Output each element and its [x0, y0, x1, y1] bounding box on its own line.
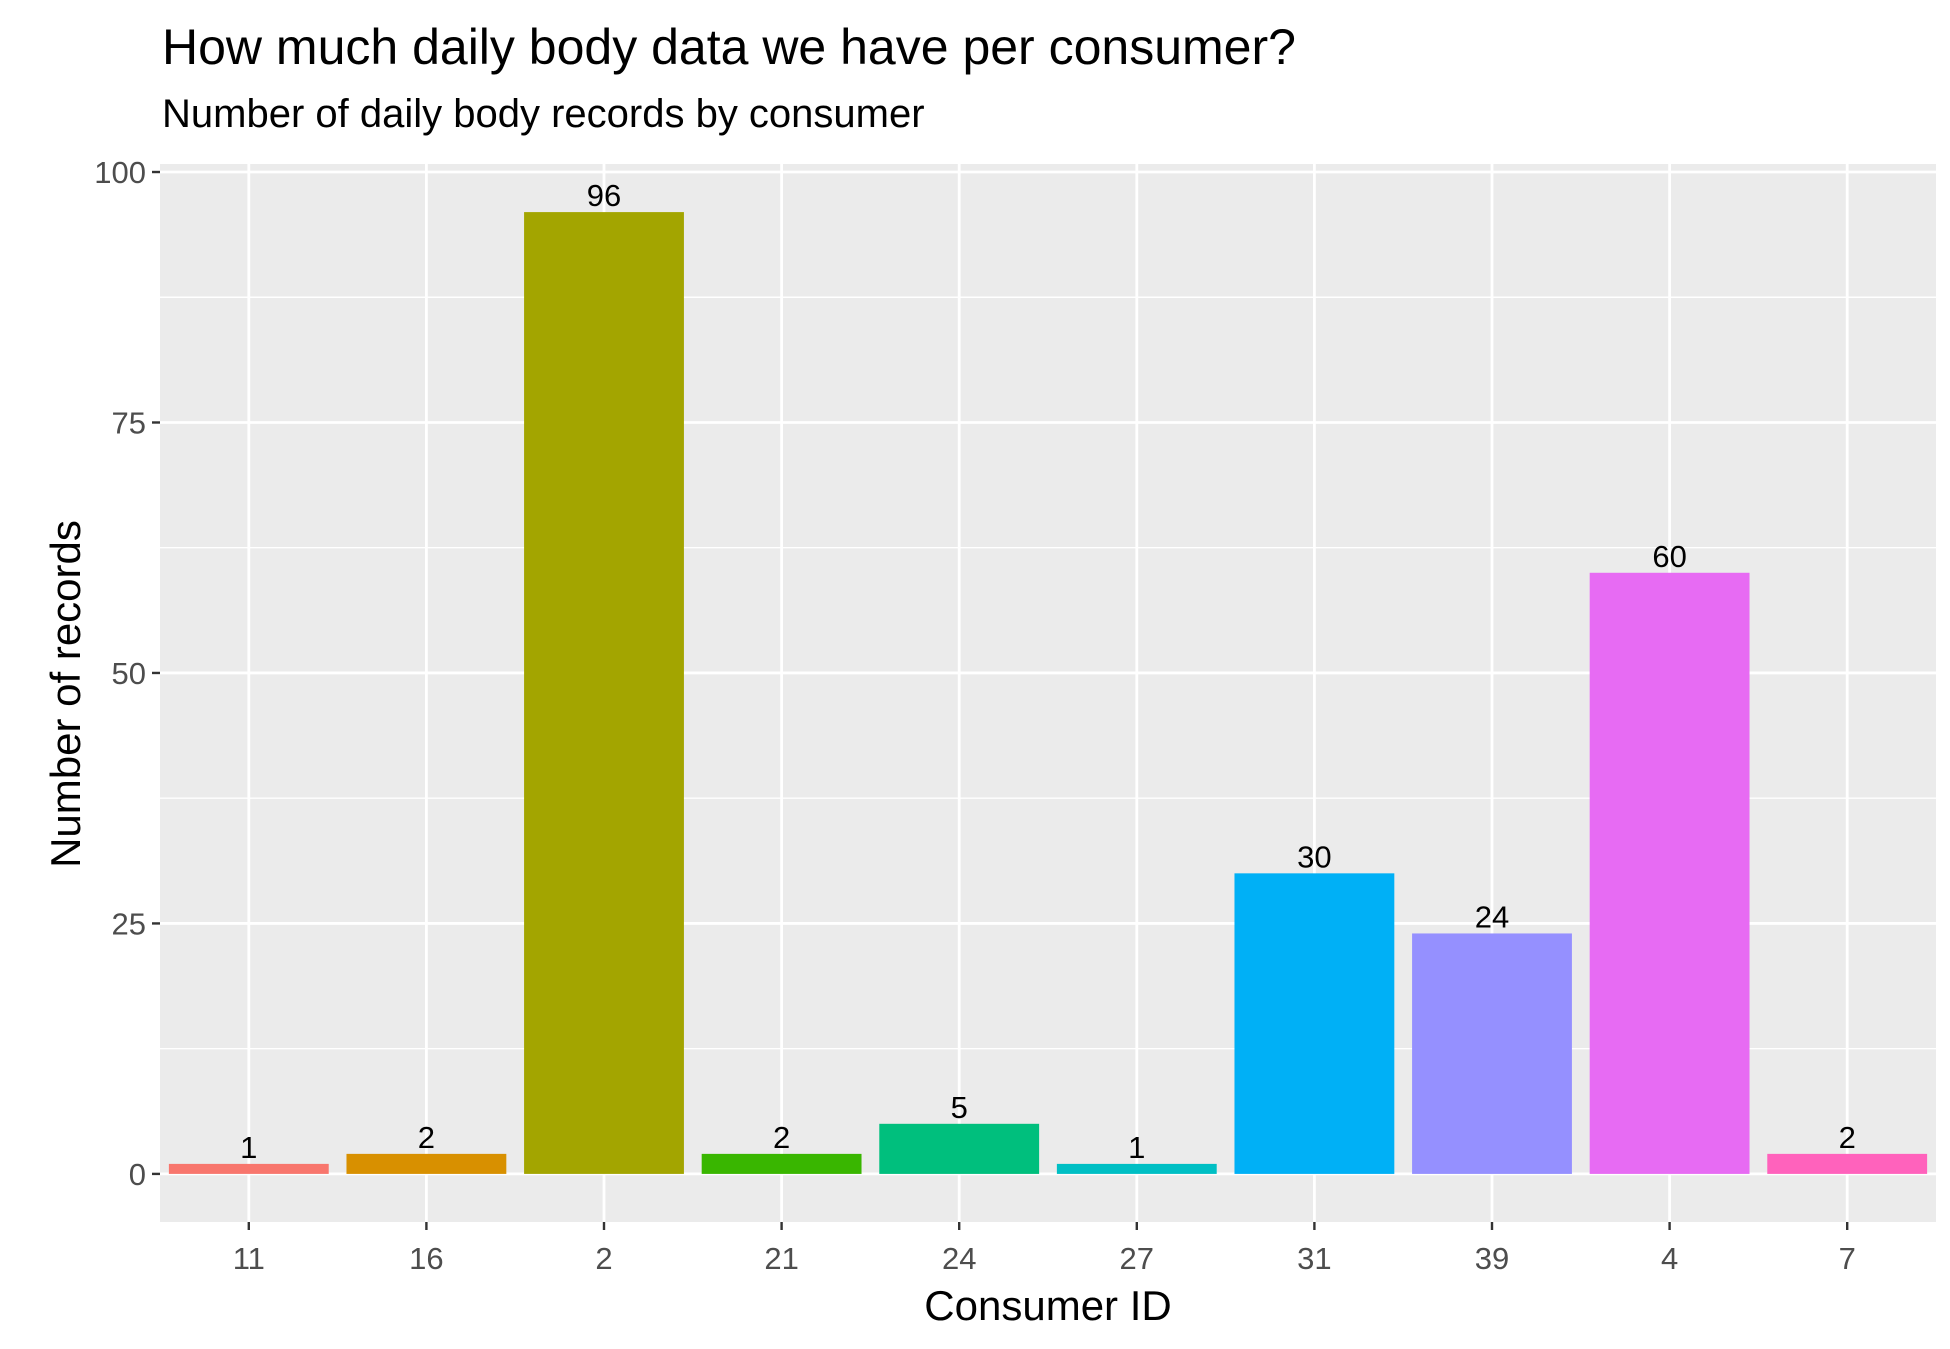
y-tick-label: 100	[94, 155, 146, 190]
bar-39	[1412, 933, 1572, 1174]
x-tick-label: 21	[764, 1241, 798, 1276]
y-tick-label: 75	[112, 405, 146, 440]
y-tick-label: 25	[112, 906, 146, 941]
bar-24	[879, 1123, 1040, 1174]
y-tick-label: 0	[129, 1157, 146, 1192]
bar-16	[346, 1153, 507, 1174]
data-label: 30	[1297, 839, 1331, 874]
x-tick-label: 24	[942, 1241, 976, 1276]
data-label: 96	[587, 178, 621, 213]
data-label: 2	[418, 1120, 435, 1155]
bar-4	[1589, 572, 1750, 1174]
chart-title: How much daily body data we have per con…	[162, 19, 1296, 75]
bar-7	[1767, 1153, 1928, 1174]
x-tick-label: 11	[233, 1241, 265, 1276]
data-label: 2	[773, 1120, 790, 1155]
bar-21	[701, 1153, 862, 1174]
x-tick-label: 4	[1661, 1241, 1678, 1276]
data-label: 1	[1128, 1130, 1145, 1165]
bar-27	[1056, 1163, 1217, 1174]
x-axis-label: Consumer ID	[924, 1282, 1172, 1329]
y-tick-label: 50	[112, 656, 146, 691]
chart-subtitle: Number of daily body records by consumer	[162, 92, 925, 136]
data-label: 1	[240, 1130, 257, 1165]
bar-11	[168, 1163, 329, 1174]
x-tick-label: 31	[1297, 1241, 1331, 1276]
bar-2	[524, 212, 684, 1174]
x-tick-label: 16	[409, 1241, 443, 1276]
y-axis-label: Number of records	[42, 520, 89, 868]
x-tick-label: 2	[595, 1241, 612, 1276]
data-label: 5	[951, 1090, 968, 1125]
data-label: 60	[1652, 539, 1686, 574]
x-tick-label: 39	[1475, 1241, 1509, 1276]
x-tick-label: 27	[1120, 1241, 1154, 1276]
data-label: 24	[1475, 899, 1509, 934]
x-tick-label: 7	[1839, 1241, 1856, 1276]
data-label: 2	[1839, 1120, 1856, 1155]
bar-31	[1234, 873, 1395, 1174]
